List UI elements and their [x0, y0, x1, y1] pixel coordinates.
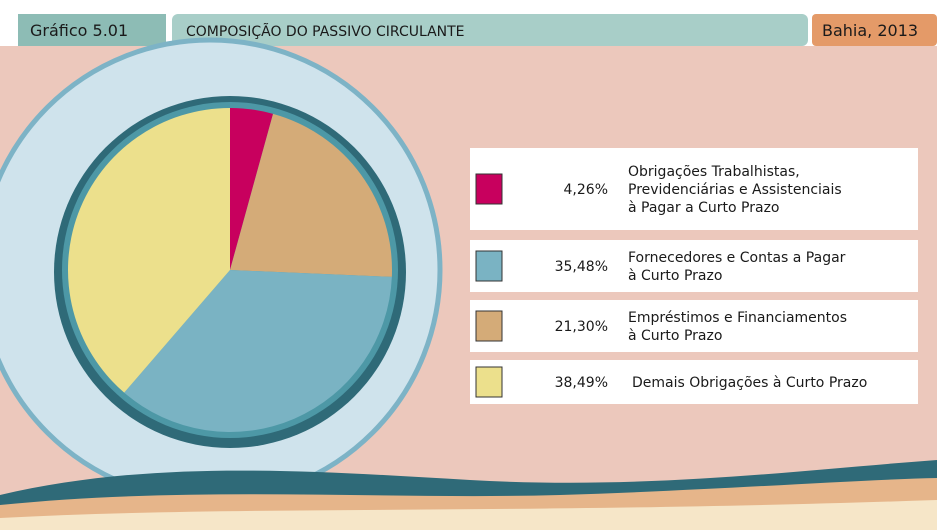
chart-subtitle: Bahia, 2013	[822, 21, 918, 40]
value-label: 21,30%	[555, 319, 608, 335]
legend: 4,26%Obrigações Trabalhistas,Previdenciá…	[470, 148, 918, 404]
page: Gráfico 5.01 COMPOSIÇÃO DO PASSIVO CIRCU…	[0, 0, 937, 530]
legend-swatch	[476, 174, 502, 204]
chart: Gráfico 5.01 COMPOSIÇÃO DO PASSIVO CIRCU…	[0, 0, 937, 530]
legend-swatch	[476, 367, 502, 397]
legend-swatch	[476, 311, 502, 341]
legend-swatch	[476, 251, 502, 281]
chart-title: COMPOSIÇÃO DO PASSIVO CIRCULANTE	[186, 23, 465, 40]
legend-row	[470, 240, 918, 292]
legend-row	[470, 300, 918, 352]
legend-label: Demais Obrigações à Curto Prazo	[632, 375, 867, 391]
pie	[68, 108, 392, 432]
value-label: 4,26%	[564, 182, 608, 198]
value-label: 38,49%	[555, 375, 608, 391]
chart-label: Gráfico 5.01	[30, 21, 128, 40]
value-label: 35,48%	[555, 259, 608, 275]
